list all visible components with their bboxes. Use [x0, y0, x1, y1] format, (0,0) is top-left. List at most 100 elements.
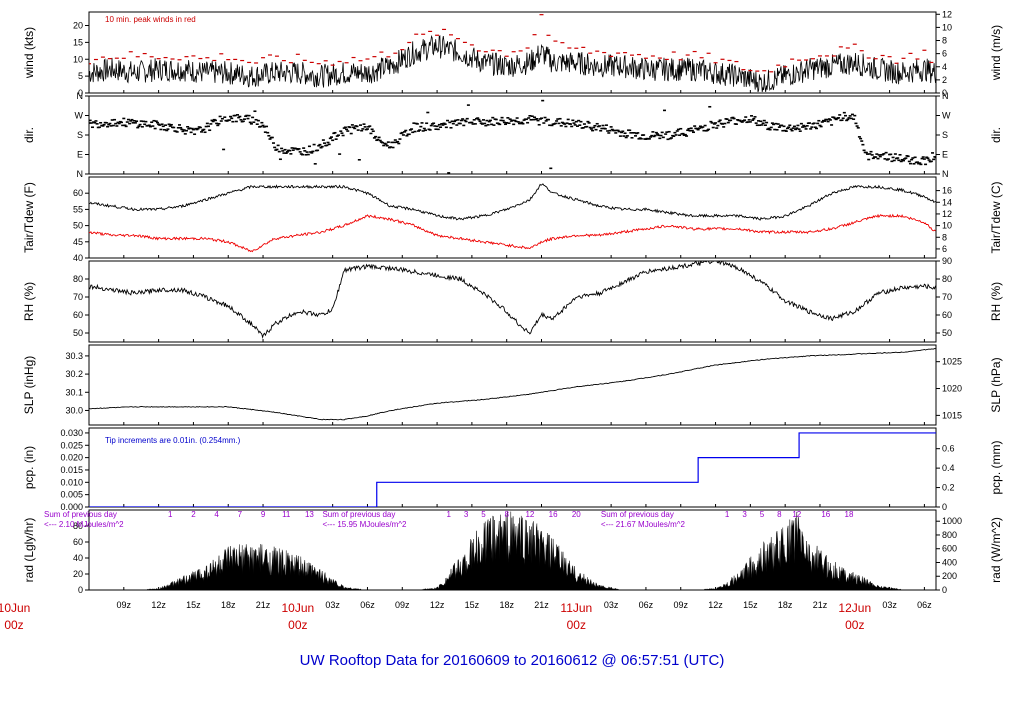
- wind-ylabel-left: wind (kts): [22, 27, 36, 79]
- slp-tick-label-left: 30.0: [65, 405, 83, 415]
- x-tick-label: 15z: [743, 600, 758, 610]
- dir-tick-label-right: N: [942, 91, 949, 101]
- wind-tick-label-right: 12: [942, 9, 952, 19]
- chart-panels: wind (kts) wind (m/s)0510152002468101210 …: [22, 9, 1003, 595]
- temp-tick-label-right: 6: [942, 244, 947, 254]
- pcp-tick-label-left: 0.020: [60, 453, 83, 463]
- wind-tick-label-left: 10: [73, 54, 83, 64]
- panel-rh: RH (%) RH (%) 50 60 70 80 50 60 70 80 90: [22, 256, 1003, 343]
- wind-data: [89, 14, 936, 93]
- page-title: UW Rooftop Data for 20160609 to 20160612…: [300, 652, 725, 669]
- pcp-data: [89, 432, 936, 507]
- wind-ylabel-right: wind (m/s): [989, 25, 1003, 81]
- pcp-tick-label-left: 0.000: [60, 502, 83, 512]
- day-time-label: 00z: [4, 618, 23, 632]
- panel-slp: SLP (inHg) SLP (hPa) 30.0 30.1 30.2 30.3 1015 1…: [22, 344, 1003, 426]
- temp-tick-label-right: 14: [942, 197, 952, 207]
- wind-tick-label-left: 0: [78, 88, 83, 98]
- x-tick-label: 18z: [778, 600, 793, 610]
- dir-ylabel-right: dir.: [989, 127, 1003, 143]
- rad-hour-label: 3: [464, 510, 469, 519]
- rad-hour-label: 1: [725, 510, 730, 519]
- dir-tick-label-right: E: [942, 150, 948, 160]
- rad-data: [89, 511, 936, 590]
- dir-tick-label-right: N: [942, 169, 949, 179]
- panel-dir: dir. dir.N NE ES SW WN N: [22, 91, 1003, 179]
- x-tick-label: 03z: [325, 600, 340, 610]
- x-tick-label: 12z: [151, 600, 166, 610]
- dir-frame: [88, 95, 937, 175]
- slp-frame: [88, 344, 937, 426]
- rh-line: [89, 261, 936, 339]
- dir-tick-label-left: S: [77, 130, 83, 140]
- day-time-label: 00z: [288, 618, 307, 632]
- x-tick-label: 21z: [256, 600, 271, 610]
- temp-tick-label-left: 50: [73, 221, 83, 231]
- rh-tick-label-right: 70: [942, 292, 952, 302]
- rh-tick-label-left: 70: [73, 292, 83, 302]
- dir-tick-label-left: W: [75, 111, 84, 121]
- pcp-annotation: Tip increments are 0.01in. (0.254mm.): [105, 436, 241, 445]
- slp-tick-label-right: 1025: [942, 357, 962, 367]
- x-tick-label: 21z: [534, 600, 549, 610]
- temp-ylabel-left: Tair/Tdew (F): [22, 182, 36, 253]
- x-tick-label: 12z: [708, 600, 723, 610]
- temp-tick-label-right: 12: [942, 209, 952, 219]
- rh-data: [89, 261, 936, 339]
- rad-hour-label: 1: [446, 510, 451, 519]
- rh-tick-label-right: 90: [942, 256, 952, 266]
- slp-ylabel-right: SLP (hPa): [989, 357, 1003, 412]
- panel-temp: Tair/Tdew (F) Tair/Tdew (C) 40 45 50 55 60 6 810…: [22, 176, 1003, 263]
- rad-hour-label: 1: [168, 510, 173, 519]
- day-date-label: 10Jun: [281, 601, 314, 615]
- rad-hour-label: 9: [261, 510, 266, 519]
- x-tick-label: 18z: [221, 600, 236, 610]
- wind-frame: [88, 11, 937, 94]
- rad-sum-label: Sum of previous day: [322, 510, 395, 519]
- x-tick-label: 06z: [639, 600, 654, 610]
- rad-ylabel-right: rad (W/m^2): [989, 517, 1003, 583]
- rad-tick-label-left: 20: [73, 569, 83, 579]
- temp-tick-label-right: 10: [942, 221, 952, 231]
- rh-ylabel-right: RH (%): [989, 282, 1003, 321]
- pcp-frame: [88, 427, 937, 508]
- slp-tick-label-right: 1015: [942, 410, 962, 420]
- temp-tick-label-left: 40: [73, 253, 83, 263]
- wind-tick-label-right: 0: [942, 88, 947, 98]
- panel-rad: rad (Lgly/hr) rad (W/m^2)0204060800200400…: [22, 509, 1003, 595]
- air-temp-line: [89, 183, 936, 221]
- rad-hour-label: 5: [760, 510, 765, 519]
- pcp-tick-label-right: 0.2: [942, 483, 955, 493]
- day-time-label: 00z: [845, 618, 864, 632]
- rad-tick-label-left: 60: [73, 537, 83, 547]
- rad-tick-label-right: 400: [942, 557, 957, 567]
- pcp-tick-label-left: 0.025: [60, 440, 83, 450]
- x-tick-label: 03z: [604, 600, 619, 610]
- rad-sum-label: Sum of previous day: [601, 510, 674, 519]
- rh-tick-label-left: 60: [73, 310, 83, 320]
- slp-ylabel-left: SLP (inHg): [22, 356, 36, 414]
- slp-line: [89, 348, 936, 421]
- temp-data: [89, 183, 936, 253]
- rad-sum-value: <--- 15.95 MJoules/m^2: [322, 520, 407, 529]
- dew-point-line: [89, 213, 936, 253]
- temp-ylabel-right: Tair/Tdew (C): [989, 181, 1003, 253]
- dir-tick-label-right: W: [942, 111, 951, 121]
- radiation-area: [89, 511, 936, 590]
- pcp-tick-label-left: 0.005: [60, 490, 83, 500]
- rad-tick-label-right: 800: [942, 530, 957, 540]
- x-tick-label: 03z: [882, 600, 897, 610]
- dir-data: [89, 99, 936, 174]
- rh-tick-label-right: 60: [942, 310, 952, 320]
- slp-tick-label-right: 1020: [942, 384, 962, 394]
- pcp-tick-label-right: 0.6: [942, 444, 955, 454]
- precip-step-line: [89, 432, 936, 507]
- dir-tick-label-left: N: [77, 91, 84, 101]
- slp-data: [89, 348, 936, 421]
- dir-tick-label-left: N: [77, 169, 84, 179]
- rh-tick-label-right: 80: [942, 274, 952, 284]
- slp-tick-label-left: 30.2: [65, 369, 83, 379]
- x-tick-label: 18z: [499, 600, 514, 610]
- rad-sum-value: <--- 21.67 MJoules/m^2: [601, 520, 686, 529]
- panel-pcp: pcp. (in) pcp. (mm) 0.000 0.005 0.010 0.015 0.…: [22, 427, 1003, 512]
